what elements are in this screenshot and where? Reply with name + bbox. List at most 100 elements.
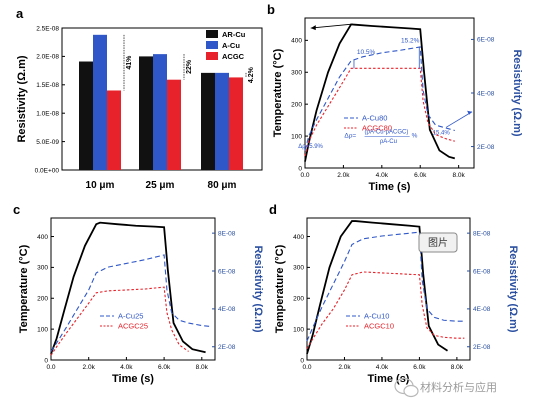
legend-entry: A-Cu25 <box>118 312 143 321</box>
y-tick-label: 200 <box>293 296 304 303</box>
plot-frame <box>50 217 216 361</box>
difference-annotation: 22% <box>186 59 193 74</box>
y2-axis-label: Resistivity (Ω.m) <box>252 245 264 332</box>
panel-label: d <box>269 202 277 217</box>
legend-entry: ACGC80 <box>362 124 392 133</box>
y2-axis-label: Resistivity (Ω.m) <box>511 49 523 136</box>
wechat-logo-bubble <box>403 384 419 398</box>
annotation-15-2: 15.2% <box>401 38 420 45</box>
x-category-label: 25 μm <box>146 180 175 191</box>
x-tick-label: 4.0k <box>376 172 389 179</box>
y2-tick-label: 4E-08 <box>218 306 236 313</box>
x-tick-label: 6.0k <box>158 364 171 371</box>
resistivity-line-a-cu10 <box>306 231 465 342</box>
annotation-10-5: 10.5% <box>357 49 376 56</box>
formula-percent: % <box>412 133 418 140</box>
y-tick-label: 1.5E-08 <box>36 82 59 89</box>
y-tick-label: 400 <box>291 38 302 45</box>
y-tick-label: 100 <box>37 326 48 333</box>
y-tick-label: 1.0E-08 <box>36 111 59 118</box>
panel-label: c <box>13 202 20 217</box>
x-tick-label: 8.0k <box>452 172 465 179</box>
y-tick-label: 300 <box>293 265 304 272</box>
y-tick-label: 200 <box>291 101 302 108</box>
resistivity-line-a-cu80 <box>304 46 455 151</box>
y2-tick-label: 8E-08 <box>473 230 491 237</box>
y-tick-label: 200 <box>37 296 48 303</box>
y-tick-label: 300 <box>291 70 302 77</box>
resistivity-line-acgc25 <box>50 286 189 356</box>
x-tick-label: 2.0k <box>337 172 350 179</box>
y-tick-label: 400 <box>37 234 48 241</box>
plot-frame <box>306 217 471 361</box>
y2-axis-label: Resistivity (Ω.m) <box>507 245 519 332</box>
x-tick-label: 0.0 <box>46 364 55 371</box>
y-tick-label: 2.0E-08 <box>36 54 59 61</box>
bar-acgc <box>107 90 121 170</box>
x-axis-label: Time (s) <box>369 181 411 193</box>
y-axis-label: Temperature (°C) <box>18 244 30 333</box>
y-tick-label: 0 <box>44 357 48 364</box>
y2-tick-label: 6E-08 <box>218 268 236 275</box>
x-tick-label: 8.0k <box>196 364 209 371</box>
y2-tick-label: 2E-08 <box>473 344 491 351</box>
formula-denominator: ρA-Cu <box>380 139 397 145</box>
x-category-label: 80 μm <box>208 180 237 191</box>
x-tick-label: 0.0 <box>300 172 309 179</box>
y2-tick-label: 6E-08 <box>473 268 491 275</box>
legend-entry: AR-Cu <box>222 30 246 39</box>
bar-a-cu <box>93 34 107 170</box>
x-tick-label: 8.0k <box>451 364 464 371</box>
bar-a-cu <box>215 72 229 170</box>
bar-ar-cu <box>201 72 215 170</box>
y2-tick-label: 2E-08 <box>218 344 236 351</box>
panel-label: a <box>16 6 24 21</box>
bar-a-cu <box>153 54 167 170</box>
panel-b-line-chart: b 0.0 2.0k 4.0k 6.0k 8.0k 0 100 200 300 400 2E-08 4E… <box>267 2 523 193</box>
y-tick-label: 0 <box>298 165 302 172</box>
y2-tick-label: 4E-08 <box>473 306 491 313</box>
y-tick-label: 300 <box>37 265 48 272</box>
plot-frame <box>304 17 475 169</box>
legend-swatch <box>206 52 218 60</box>
legend-swatch <box>206 30 218 38</box>
watermark-text: 材料分析与应用 <box>420 380 497 394</box>
bar-acgc <box>229 77 243 170</box>
y-axis-label: Resistivity (Ω.m) <box>16 55 28 142</box>
annotation-15-4: 15.4% <box>433 131 451 137</box>
arrow-head <box>467 110 473 115</box>
x-tick-label: 4.0k <box>120 364 133 371</box>
x-tick-label: 2.0k <box>83 364 96 371</box>
y-tick-label: 0 <box>300 357 304 364</box>
x-category-label: 10 μm <box>86 180 115 191</box>
y-tick-label: 0.0E+00 <box>35 167 60 174</box>
difference-annotation: 4.2% <box>248 66 255 83</box>
temperature-line <box>304 23 456 162</box>
y2-tick-label: 8E-08 <box>218 230 236 237</box>
arrow-to-resistivity-axis <box>445 111 473 128</box>
x-tick-label: 6.0k <box>414 172 427 179</box>
legend-entry: A-Cu <box>222 41 240 50</box>
y-tick-label: 2.5E-08 <box>36 25 59 32</box>
legend-entry: A-Cu10 <box>364 312 389 321</box>
bar-ar-cu <box>79 61 93 170</box>
formula-numerator: (ρA-Cu-ρACGC) <box>365 130 409 136</box>
legend-entry: A-Cu80 <box>362 114 387 123</box>
bar-acgc <box>167 79 181 170</box>
x-tick-label: 6.0k <box>413 364 426 371</box>
x-axis-label: Time (s) <box>368 373 410 385</box>
y2-tick-label: 2E-08 <box>477 144 495 151</box>
bar-ar-cu <box>139 56 153 170</box>
image-tag-text: 图片 <box>428 236 448 249</box>
x-tick-label: 0.0 <box>302 364 311 371</box>
difference-annotation: 41% <box>126 55 133 70</box>
temperature-line <box>50 221 206 355</box>
legend-entry: ACGC <box>222 52 245 61</box>
arrow-head <box>310 25 316 31</box>
panel-d-line-chart: d 0.0 2.0k 4.0k 6.0k 8.0k 0 100 200 300 400 2E-08 4E… <box>269 202 519 385</box>
panel-label: b <box>267 2 275 17</box>
y2-tick-label: 6E-08 <box>477 37 495 44</box>
y-tick-label: 400 <box>293 234 304 241</box>
